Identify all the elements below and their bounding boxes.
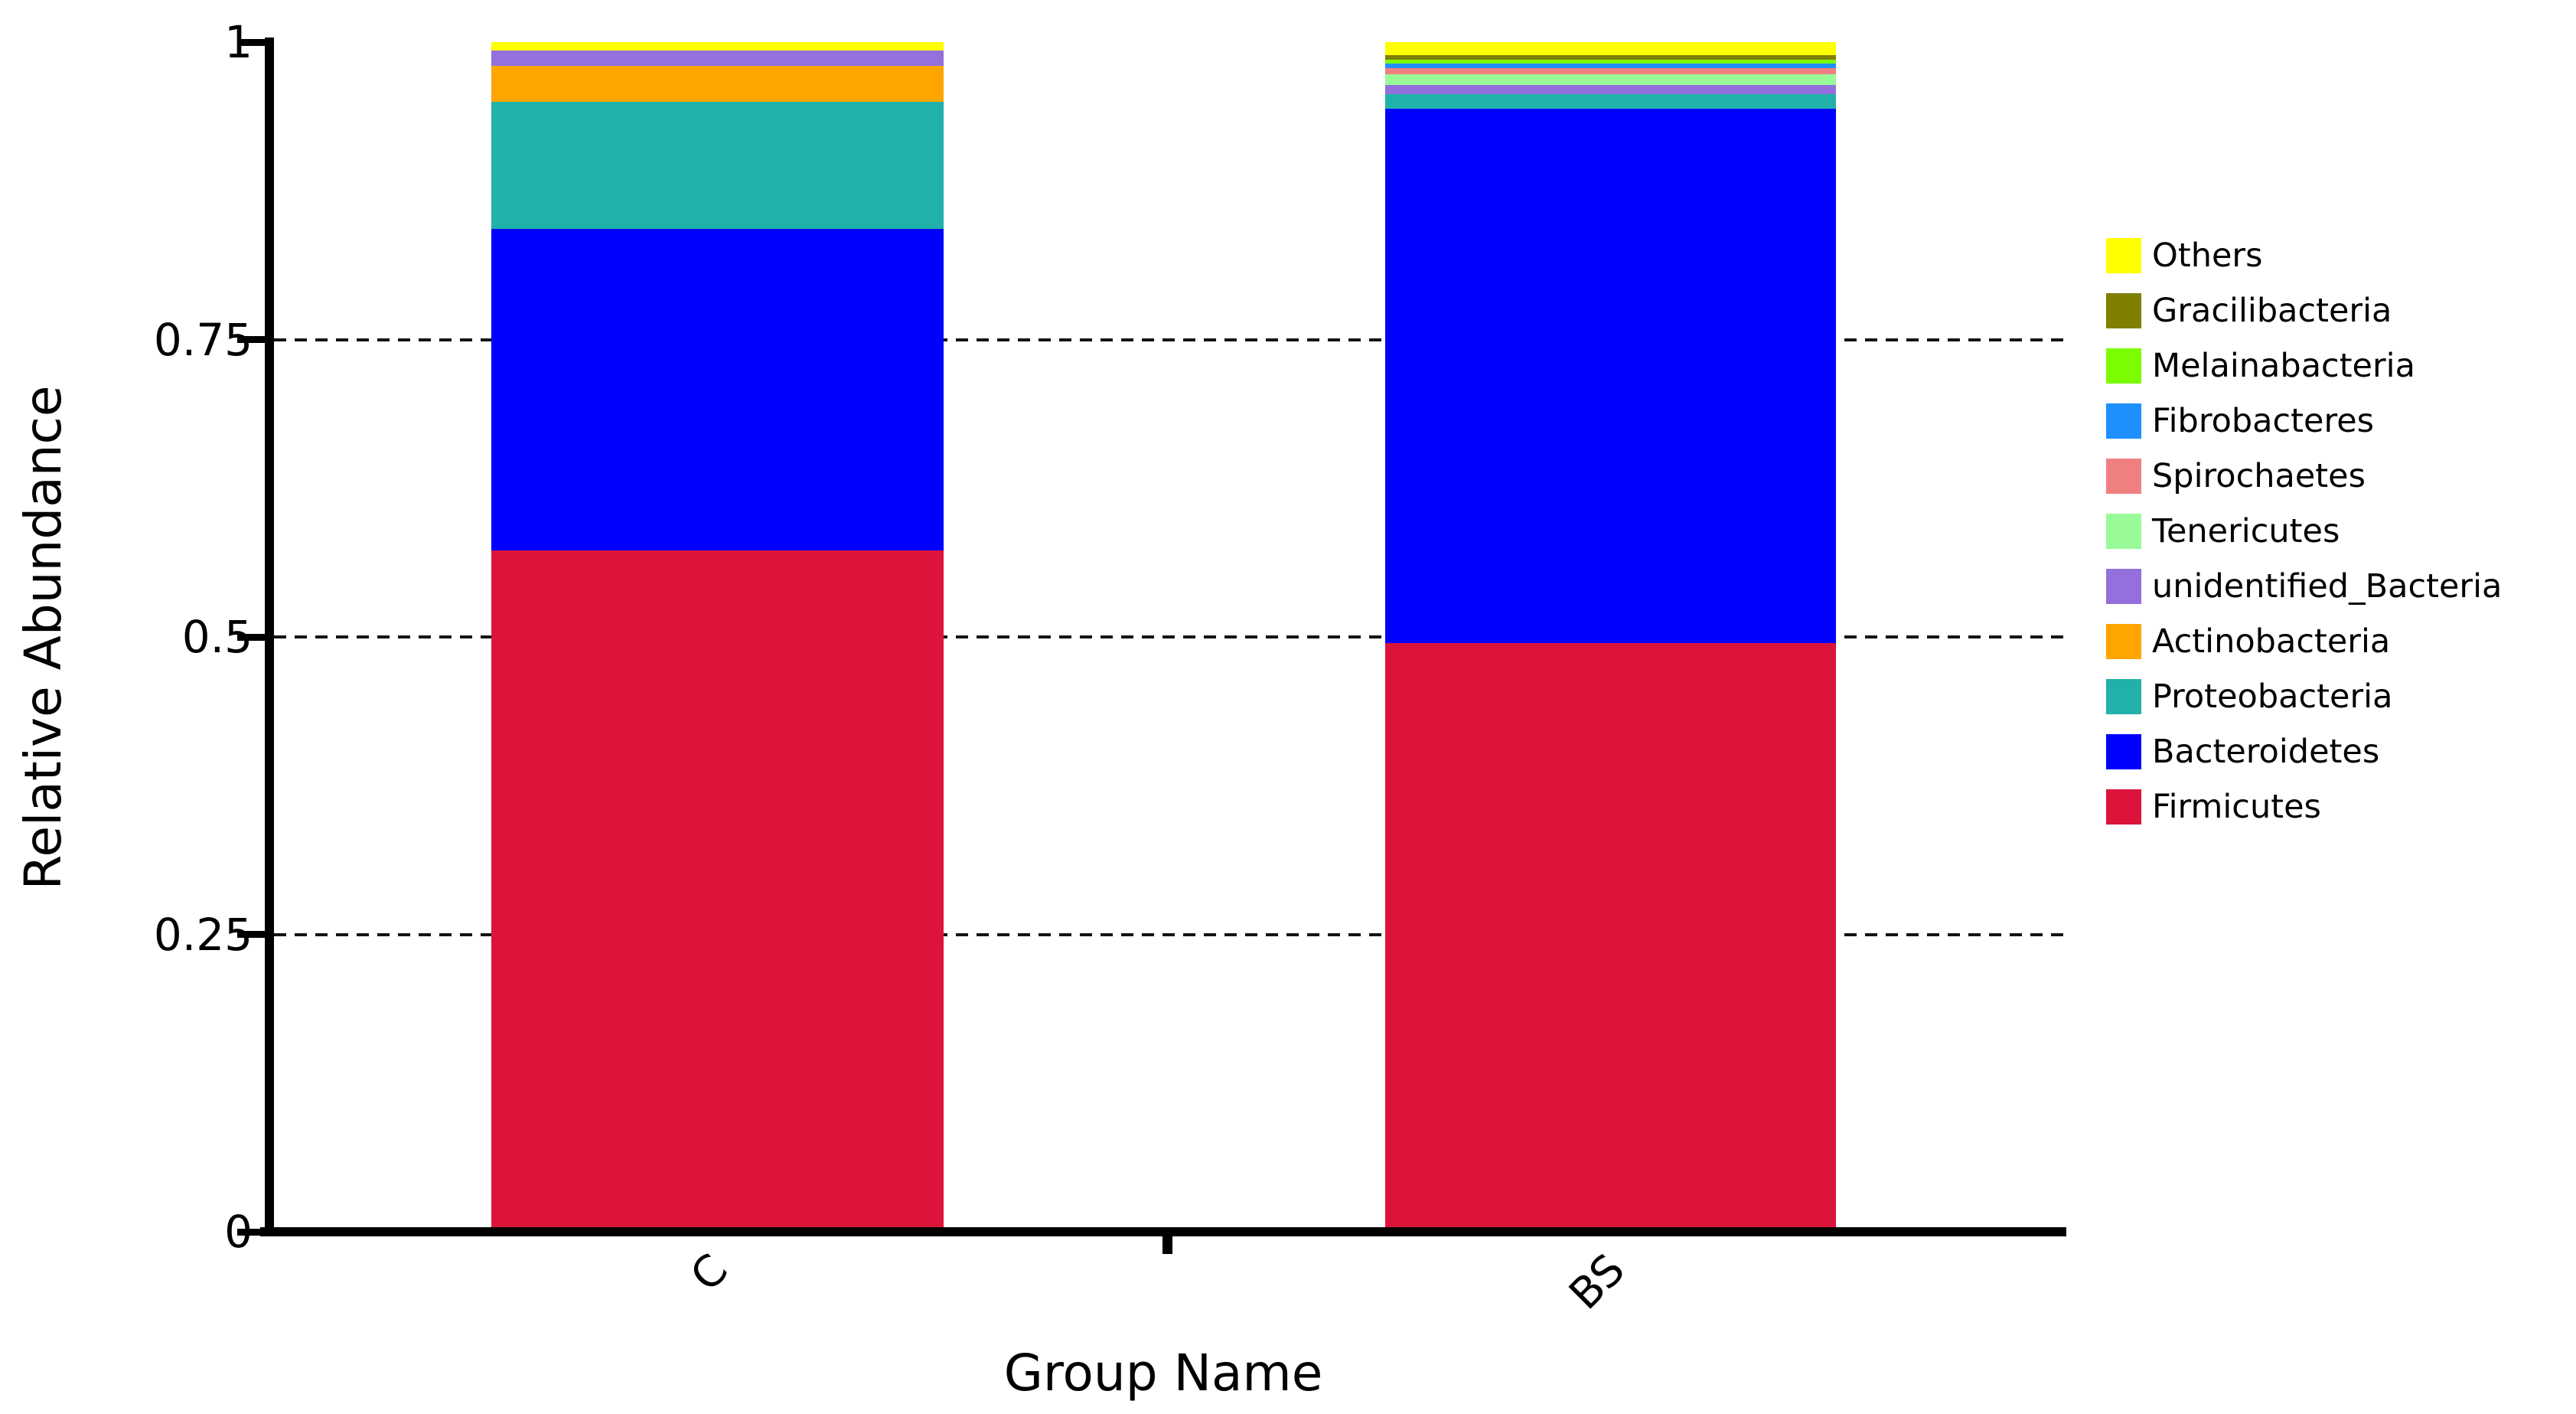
legend-label-unidentified_bacteria: unidentified_Bacteria [2152,567,2503,606]
legend-label-melainabacteria: Melainabacteria [2152,347,2415,385]
y-tick-label-0.25: 0.25 [153,908,253,961]
y-tick-label-0: 0 [224,1206,253,1258]
legend-swatch-fibrobacteres [2106,403,2141,439]
gridline-0.25 [274,932,2065,936]
bar-segment-bs-others [1385,42,1836,56]
legend-label-firmicutes: Firmicutes [2152,788,2321,826]
legend-item-unidentified_bacteria: unidentified_Bacteria [2106,569,2573,604]
gridline-0.75 [274,338,2065,341]
x-axis-mid-tick [1162,1236,1172,1254]
legend-label-gracilibacteria: Gracilibacteria [2152,292,2392,330]
legend-label-bacteroidetes: Bacteroidetes [2152,733,2380,771]
y-tick-0.5 [237,633,265,641]
bar-segment-c-firmicutes [491,550,944,1232]
bar-segment-bs-proteobacteria [1385,94,1836,109]
legend-label-spirochaetes: Spirochaetes [2152,457,2366,495]
legend-swatch-bacteroidetes [2106,734,2141,769]
gridline-0.5 [274,635,2065,638]
legend-swatch-melainabacteria [2106,348,2141,384]
bar-segment-c-actinobacteria [491,66,944,102]
bar-segment-c-others [491,42,944,51]
legend-item-others: Others [2106,238,2573,273]
bar-segment-bs-bacteroidetes [1385,109,1836,643]
legend-item-bacteroidetes: Bacteroidetes [2106,734,2573,769]
legend-item-tenericutes: Tenericutes [2106,514,2573,549]
y-tick-0.75 [237,336,265,343]
bar-segment-bs-tenericutes [1385,74,1836,85]
legend-swatch-proteobacteria [2106,679,2141,714]
bar-segment-c-bacteroidetes [491,229,944,550]
y-tick-label-0.5: 0.5 [181,611,253,663]
bar-segment-bs-spirochaetes [1385,68,1836,74]
legend-item-proteobacteria: Proteobacteria [2106,679,2573,714]
bar-segment-bs-fibrobacteres [1385,64,1836,69]
legend-swatch-tenericutes [2106,514,2141,549]
bar-bs [1385,0,1836,1232]
y-tick-label-0.75: 0.75 [153,313,253,366]
legend-item-melainabacteria: Melainabacteria [2106,348,2573,384]
y-tick-0 [237,1228,265,1236]
bar-segment-bs-gracilibacteria [1385,55,1836,60]
x-category-label-c: C [681,1244,738,1301]
legend-swatch-unidentified_bacteria [2106,569,2141,604]
y-tick-label-1: 1 [224,16,253,68]
bar-c [491,0,944,1232]
y-axis-line [265,38,274,1236]
legend-label-others: Others [2152,237,2263,275]
bar-segment-c-proteobacteria [491,101,944,229]
legend-label-proteobacteria: Proteobacteria [2152,678,2393,716]
x-axis-line [260,1227,2066,1236]
bar-segment-bs-unidentified_bacteria [1385,84,1836,95]
legend-swatch-firmicutes [2106,789,2141,825]
legend-label-fibrobacteres: Fibrobacteres [2152,402,2375,440]
legend-item-spirochaetes: Spirochaetes [2106,459,2573,494]
y-tick-0.25 [237,931,265,938]
legend-swatch-others [2106,238,2141,273]
y-axis-title: Relative Abundance [14,385,73,890]
legend-item-actinobacteria: Actinobacteria [2106,624,2573,659]
legend-swatch-gracilibacteria [2106,293,2141,328]
legend-item-gracilibacteria: Gracilibacteria [2106,293,2573,328]
legend-item-fibrobacteres: Fibrobacteres [2106,403,2573,439]
bar-segment-c-unidentified_bacteria [491,50,944,67]
bar-segment-bs-melainabacteria [1385,60,1836,64]
legend-label-actinobacteria: Actinobacteria [2152,622,2391,661]
legend-label-tenericutes: Tenericutes [2152,512,2340,550]
legend-swatch-actinobacteria [2106,624,2141,659]
y-tick-1 [237,38,265,46]
legend-swatch-spirochaetes [2106,459,2141,494]
x-axis-title: Group Name [1003,1344,1323,1403]
x-category-label-bs: BS [1560,1244,1635,1320]
bar-segment-bs-firmicutes [1385,642,1836,1232]
legend-item-firmicutes: Firmicutes [2106,789,2573,825]
